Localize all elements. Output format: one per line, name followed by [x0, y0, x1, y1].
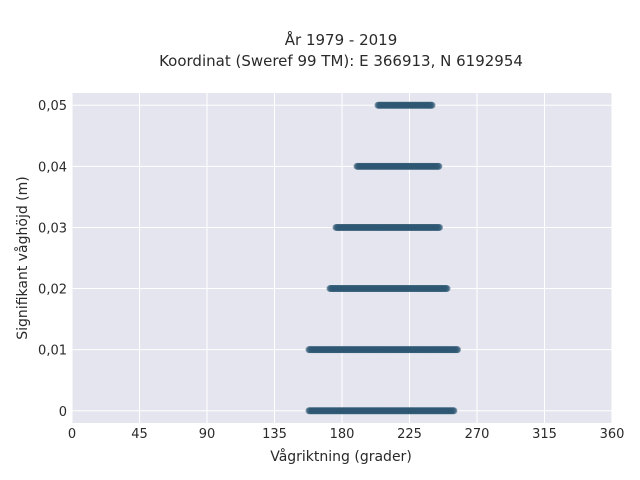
y-tick-label: 0,01 — [38, 344, 67, 359]
y-tick-labels: 0 0,01 0,02 0,03 0,04 0,05 — [38, 99, 67, 420]
x-tick-label: 225 — [397, 427, 422, 442]
y-axis-label: Signifikant våghöjd (m) — [14, 176, 31, 339]
data-point — [428, 101, 436, 109]
x-tick-label: 90 — [199, 427, 216, 442]
y-tick-label: 0,04 — [38, 160, 67, 175]
chart-subtitle: Koordinat (Sweref 99 TM): E 366913, N 61… — [159, 52, 523, 70]
y-tick-label: 0,03 — [38, 221, 67, 236]
x-tick-label: 45 — [131, 427, 148, 442]
chart-title: År 1979 - 2019 — [285, 30, 398, 49]
x-tick-label: 135 — [262, 427, 287, 442]
data-point — [443, 285, 451, 293]
x-tick-label: 270 — [465, 427, 490, 442]
data-point — [435, 162, 443, 170]
y-tick-label: 0 — [59, 405, 67, 420]
x-tick-label: 180 — [330, 427, 355, 442]
data-points — [305, 101, 461, 415]
data-point — [436, 223, 443, 231]
y-tick-label: 0,05 — [38, 99, 67, 114]
x-tick-label: 315 — [532, 427, 557, 442]
x-axis-label: Vågriktning (grader) — [270, 448, 412, 465]
x-tick-label: 360 — [600, 427, 625, 442]
x-tick-labels: 0 45 90 135 180 225 270 315 360 — [68, 427, 625, 442]
data-point — [454, 346, 461, 354]
x-tick-label: 0 — [68, 427, 76, 442]
y-tick-label: 0,02 — [38, 283, 67, 298]
data-point — [450, 407, 458, 415]
